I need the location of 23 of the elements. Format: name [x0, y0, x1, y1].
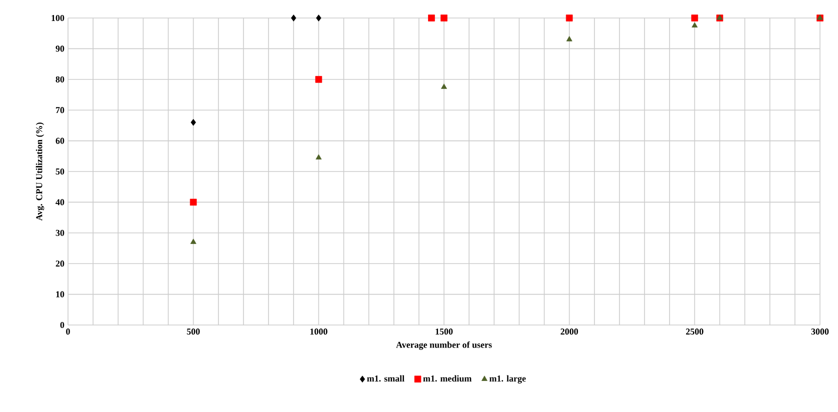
y-tick-label: 20 [56, 260, 64, 267]
x-tick-label: 0 [66, 328, 70, 335]
x-tick-label: 1500 [436, 328, 453, 335]
x-tick-label: 2500 [686, 328, 704, 335]
y-axis-title: Avg. CPU Utilization (%) [36, 122, 44, 221]
y-tick-label: 100 [52, 14, 64, 22]
y-tick-label: 70 [56, 107, 64, 114]
y-tick-label: 90 [56, 46, 64, 52]
legend-label: m1. medium [423, 375, 472, 382]
y-tick-label: 0 [60, 322, 64, 328]
x-tick-label: 1000 [310, 328, 328, 335]
y-tick-label: 60 [56, 138, 64, 144]
y-tick-label: 40 [56, 199, 64, 206]
x-tick-label: 2000 [560, 328, 578, 335]
legend-label: m1. small [367, 375, 404, 382]
y-tick-label: 80 [56, 76, 64, 82]
x-axis-title: Average number of users [396, 341, 492, 350]
x-tick-label: 500 [186, 328, 200, 335]
y-tick-label: 30 [56, 230, 64, 236]
legend-label: m1. large [489, 375, 526, 384]
x-tick-label: 3000 [811, 328, 829, 335]
y-tick-label: 50 [56, 168, 64, 175]
y-tick-label: 10 [56, 291, 64, 298]
